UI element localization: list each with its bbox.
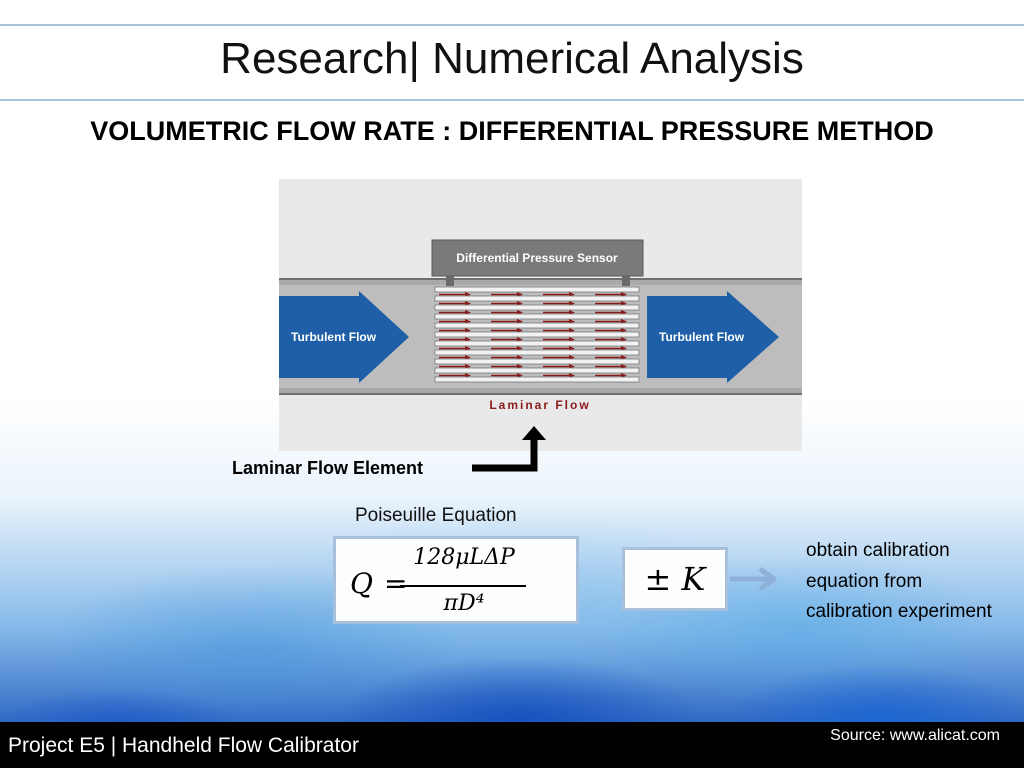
correction-term: ± K [644,560,706,598]
turbulent-in-label: Turbulent Flow [291,330,377,344]
equation-lhs: Q [350,567,373,600]
sensor-label: Differential Pressure Sensor [456,251,618,265]
sensor-port-left [446,276,454,286]
laminar-plate [434,304,640,311]
laminar-plate [434,367,640,374]
turbulent-in-arrow [279,291,409,383]
laminar-plates [434,286,640,383]
right-arrow-icon [730,566,777,592]
footer-source: Source: www.alicat.com [830,727,1000,744]
pointer-arrow-shaft [472,438,538,472]
slide-title: Research| Numerical Analysis [220,34,804,83]
flow-diagram-graphic: Differential Pressure Sensor Turbulent F… [279,239,802,412]
equation-denominator: πD⁴ [443,591,485,616]
footer-bar: Project E5 | Handheld Flow Calibrator So… [0,722,1024,768]
pressure-sensor-box [431,239,644,277]
poiseuille-heading: Poiseuille Equation [355,505,517,526]
calibration-note: obtain calibration equation from calibra… [806,540,992,622]
laminar-plate [434,313,640,320]
equation-equals: = [384,567,408,600]
fraction-bar [400,585,526,587]
element-pointer-arrow [472,426,546,472]
footer-project: Project E5 | Handheld Flow Calibrator [8,734,359,757]
laminar-plate [434,349,640,356]
flow-diagram: Differential Pressure Sensor Turbulent F… [279,179,802,451]
laminar-flow-element-label: Laminar Flow Element [232,458,424,478]
laminar-plate [434,376,640,383]
equation-numerator: 128μLΔP [413,545,515,570]
laminar-flow-label: Laminar Flow [489,398,590,412]
turbulent-out-label: Turbulent Flow [659,330,745,344]
laminar-plate [434,340,640,347]
title-rule [0,99,1024,101]
sensor-port-right [622,276,630,286]
turbulent-out-arrow [647,291,779,383]
slide-subtitle: VOLUMETRIC FLOW RATE : DIFFERENTIAL PRES… [90,116,934,146]
laminar-plate [434,358,640,365]
laminar-plate [434,295,640,302]
laminar-plate [434,331,640,338]
right-arrow-head [758,566,777,592]
top-rule [0,24,1024,26]
laminar-plate [434,322,640,329]
laminar-plate [434,286,640,293]
pointer-arrow-head [522,426,546,440]
correction-term-box: ± K [622,547,728,611]
poiseuille-equation-box: Q = 128μLΔP πD⁴ [333,536,579,624]
